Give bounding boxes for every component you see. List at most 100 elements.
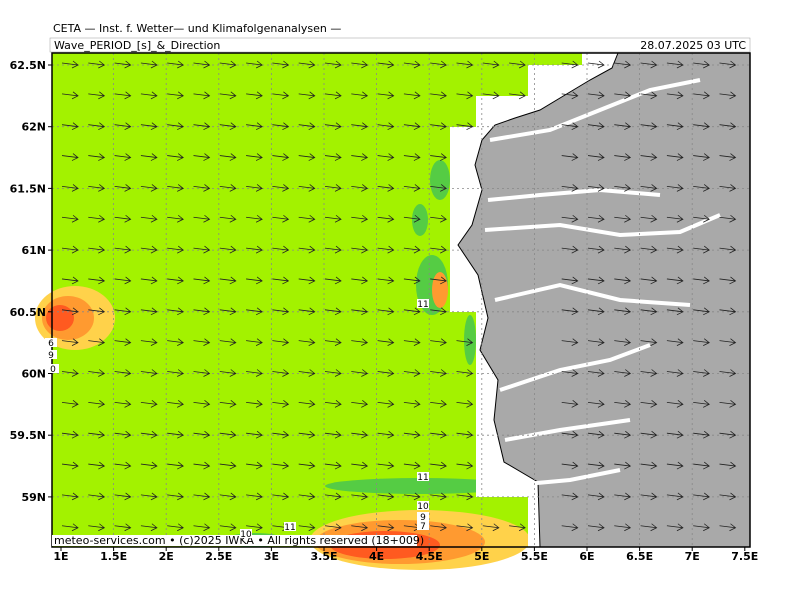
arrow: [719, 492, 737, 501]
arrow: [219, 492, 237, 501]
arrow: [351, 338, 369, 347]
arrow: [246, 60, 263, 69]
arrow: [587, 430, 605, 439]
arrow: [430, 430, 447, 439]
arrow: [693, 338, 710, 347]
arrow: [351, 492, 369, 501]
arrow: [430, 153, 447, 161]
lat-label: 59N: [21, 491, 46, 504]
arrow: [298, 153, 316, 161]
fjord: [484, 213, 721, 238]
contour-label-bg: [417, 472, 429, 481]
contour-label-bg: [240, 529, 252, 538]
arrow: [324, 523, 342, 532]
contour-label: 11: [417, 473, 428, 483]
arrow: [167, 153, 184, 161]
graticule: [52, 53, 750, 547]
arrow: [193, 523, 211, 532]
fjords: [484, 78, 721, 487]
arrow: [140, 430, 158, 439]
arrow: [61, 276, 79, 285]
arrow: [351, 184, 369, 192]
arrow: [377, 338, 395, 347]
arrow: [640, 523, 658, 532]
arrow: [193, 245, 211, 254]
arrow: [640, 122, 658, 131]
arrow: [561, 60, 579, 69]
contour-label-bg: [417, 501, 429, 510]
arrow: [114, 122, 132, 131]
arrow: [403, 492, 421, 501]
arrow: [61, 492, 79, 501]
arrow: [219, 122, 237, 131]
arrow: [403, 461, 421, 470]
arrow: [298, 523, 316, 532]
contour-label-bg: [417, 521, 429, 530]
arrow: [272, 338, 290, 347]
arrow: [666, 153, 684, 161]
arrow: [377, 60, 395, 69]
arrow: [614, 369, 632, 377]
arrow: [693, 430, 710, 439]
arrow: [640, 60, 658, 69]
arrow: [351, 523, 369, 532]
arrow: [246, 122, 263, 131]
arrow: [719, 60, 737, 69]
arrow: [693, 276, 710, 285]
arrow: [219, 153, 237, 161]
arrow: [140, 245, 158, 254]
lon-label: 5.5E: [521, 550, 548, 563]
arrow: [693, 492, 710, 501]
land: [457, 52, 751, 548]
contour-label: 6: [48, 339, 54, 349]
lon-label: 1E: [53, 550, 68, 563]
arrow: [193, 60, 211, 69]
arrow: [193, 214, 211, 223]
arrow: [693, 153, 710, 161]
arrow: [219, 461, 237, 470]
arrow: [193, 184, 211, 192]
arrow: [430, 276, 447, 285]
arrow: [167, 60, 184, 69]
contour-label-bg: [284, 522, 296, 531]
arrow: [430, 122, 447, 131]
header-title: CETA — Inst. f. Wetter— und Klimafolgena…: [53, 22, 341, 35]
arrow: [324, 184, 342, 192]
arrow: [246, 153, 263, 161]
arrow: [719, 523, 737, 532]
arrow: [403, 214, 421, 223]
arrow: [666, 492, 684, 501]
arrow: [88, 276, 106, 285]
arrow: [693, 214, 710, 223]
arrow: [167, 184, 184, 192]
arrow: [61, 91, 79, 100]
arrow: [430, 60, 447, 69]
arrow: [193, 338, 211, 347]
arrow: [324, 461, 342, 470]
arrow: [246, 338, 263, 347]
lon-label: 1.5E: [100, 550, 127, 563]
arrow: [272, 461, 290, 470]
direction-arrows: [61, 60, 737, 532]
arrow: [246, 400, 263, 408]
arrow: [114, 276, 132, 285]
arrow: [324, 492, 342, 501]
arrow: [298, 307, 316, 316]
arrow: [140, 461, 158, 470]
arrow: [351, 245, 369, 254]
arrow: [640, 91, 658, 100]
arrow: [140, 523, 158, 532]
arrow: [272, 245, 290, 254]
arrow: [456, 523, 474, 532]
arrow: [456, 122, 474, 131]
arrow: [666, 91, 684, 100]
arrow: [140, 492, 158, 501]
arrow: [61, 122, 79, 131]
header-bar: [49, 37, 751, 53]
arrow: [324, 91, 342, 100]
arrow: [719, 400, 737, 408]
contour-label: 9: [420, 513, 426, 523]
arrow: [614, 91, 632, 100]
lon-label: 7E: [685, 550, 700, 563]
arrow: [482, 523, 500, 532]
